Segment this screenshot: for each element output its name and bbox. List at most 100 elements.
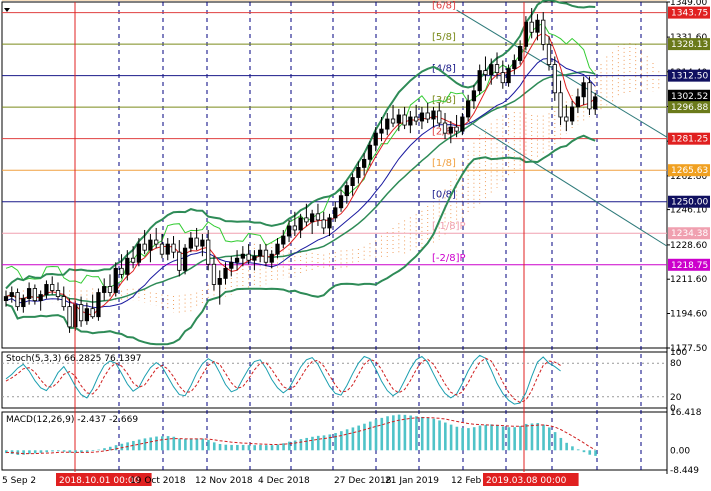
candle[interactable] xyxy=(304,203,309,226)
candle[interactable] xyxy=(367,141,373,166)
candle[interactable] xyxy=(130,246,136,269)
candle[interactable] xyxy=(408,110,413,134)
candle[interactable] xyxy=(552,56,557,101)
candle[interactable] xyxy=(292,211,297,237)
candle[interactable] xyxy=(229,256,234,277)
candle[interactable] xyxy=(431,106,436,128)
candle[interactable] xyxy=(338,189,344,212)
candle[interactable] xyxy=(494,52,500,79)
candle[interactable] xyxy=(21,294,26,313)
candle[interactable] xyxy=(96,288,101,321)
candle[interactable] xyxy=(535,14,540,41)
candle[interactable] xyxy=(558,80,563,126)
candle[interactable] xyxy=(356,161,361,184)
candle[interactable] xyxy=(78,296,84,327)
candle[interactable] xyxy=(165,238,170,261)
candle[interactable] xyxy=(119,254,124,279)
candle[interactable] xyxy=(390,104,396,128)
candle[interactable] xyxy=(67,298,72,333)
candle[interactable] xyxy=(500,60,505,89)
candle[interactable] xyxy=(587,76,592,115)
candle[interactable] xyxy=(211,256,217,291)
candle[interactable] xyxy=(217,270,222,305)
candle[interactable] xyxy=(321,211,326,235)
candle[interactable] xyxy=(154,227,159,249)
candle[interactable] xyxy=(517,40,523,65)
candle[interactable] xyxy=(44,280,49,299)
candle[interactable] xyxy=(569,100,575,126)
candle[interactable] xyxy=(90,294,95,319)
candle[interactable] xyxy=(38,290,43,311)
candle[interactable] xyxy=(454,114,459,138)
candle[interactable] xyxy=(246,244,251,265)
candle[interactable] xyxy=(84,302,90,325)
candle[interactable] xyxy=(564,104,569,132)
candle[interactable] xyxy=(171,236,176,259)
candle[interactable] xyxy=(234,250,240,271)
candle[interactable] xyxy=(483,56,488,81)
candle[interactable] xyxy=(298,213,303,239)
candle[interactable] xyxy=(477,64,482,95)
candle[interactable] xyxy=(148,234,153,263)
candle[interactable] xyxy=(125,250,130,281)
candle[interactable] xyxy=(275,238,280,259)
candle[interactable] xyxy=(263,244,269,267)
candle[interactable] xyxy=(26,282,32,305)
candle[interactable] xyxy=(489,58,494,85)
candle[interactable] xyxy=(575,88,581,113)
candle[interactable] xyxy=(327,213,332,237)
candle[interactable] xyxy=(437,102,442,128)
candle[interactable] xyxy=(252,250,257,271)
candle[interactable] xyxy=(593,92,598,115)
candle[interactable] xyxy=(107,274,113,297)
candle[interactable] xyxy=(206,229,211,271)
candle[interactable] xyxy=(136,238,141,267)
candle[interactable] xyxy=(425,102,430,124)
candle[interactable] xyxy=(258,244,263,263)
candle[interactable] xyxy=(419,106,425,130)
candle[interactable] xyxy=(373,127,378,152)
candle[interactable] xyxy=(362,153,367,176)
candle[interactable] xyxy=(541,12,546,51)
candle[interactable] xyxy=(471,84,477,109)
candle[interactable] xyxy=(223,262,228,285)
candle[interactable] xyxy=(286,219,292,243)
candle[interactable] xyxy=(396,108,401,132)
candle[interactable] xyxy=(188,231,193,253)
candle[interactable] xyxy=(460,112,465,136)
candle[interactable] xyxy=(240,246,245,267)
candle[interactable] xyxy=(529,8,534,39)
price-panel[interactable] xyxy=(1,1,668,349)
candle[interactable] xyxy=(61,286,66,311)
candle[interactable] xyxy=(350,173,355,196)
candle[interactable] xyxy=(333,201,338,222)
candle[interactable] xyxy=(310,209,315,235)
candle[interactable] xyxy=(546,36,552,71)
candle[interactable] xyxy=(159,234,165,259)
candle[interactable] xyxy=(269,250,274,269)
candle[interactable] xyxy=(442,112,448,140)
candle[interactable] xyxy=(9,286,14,303)
candle[interactable] xyxy=(50,276,55,295)
candle[interactable] xyxy=(402,106,407,130)
candle[interactable] xyxy=(281,229,286,249)
candle[interactable] xyxy=(315,203,321,226)
candle[interactable] xyxy=(113,262,118,297)
candle[interactable] xyxy=(379,116,384,142)
candle[interactable] xyxy=(177,240,182,277)
candle[interactable] xyxy=(344,181,349,204)
candle[interactable] xyxy=(506,64,511,87)
candle[interactable] xyxy=(32,284,38,305)
symbol-dropdown-icon[interactable] xyxy=(4,8,10,12)
candle[interactable] xyxy=(581,76,586,105)
candle[interactable] xyxy=(55,282,61,301)
candle[interactable] xyxy=(385,112,390,136)
candle[interactable] xyxy=(15,288,20,311)
candle[interactable] xyxy=(194,227,199,251)
candle[interactable] xyxy=(414,104,419,126)
candle[interactable] xyxy=(200,234,205,257)
candle[interactable] xyxy=(512,54,517,75)
candle[interactable] xyxy=(142,229,147,255)
candle[interactable] xyxy=(448,121,453,144)
